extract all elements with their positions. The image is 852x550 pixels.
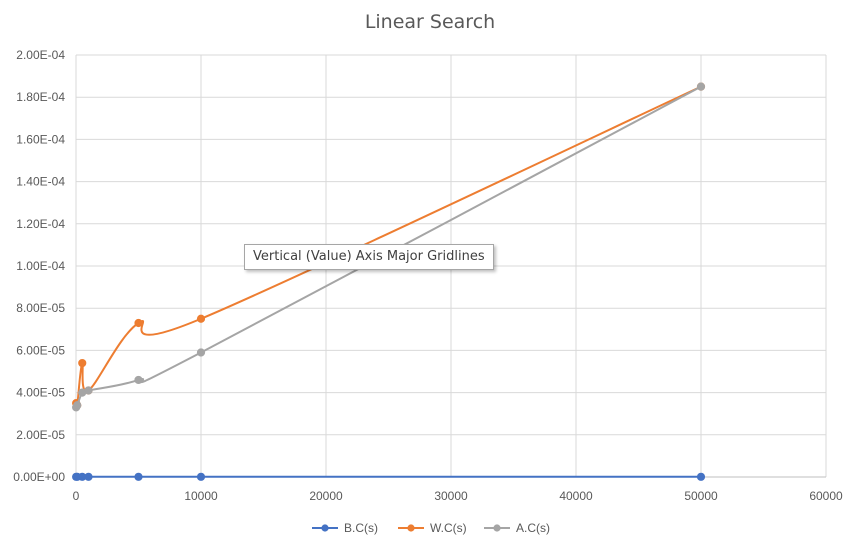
data-point bbox=[84, 386, 93, 395]
legend-label: A.C(s) bbox=[516, 521, 550, 535]
y-axis-ticks: 0.00E+00 2.00E-05 4.00E-05 6.00E-05 8.00E-05… bbox=[13, 48, 65, 484]
y-tick-label: 1.80E-04 bbox=[16, 90, 65, 104]
x-tick-label: 30000 bbox=[434, 489, 468, 503]
y-tick-label: 1.20E-04 bbox=[16, 217, 65, 231]
legend[interactable]: B.C(s) W.C(s) A.C(s) bbox=[312, 521, 550, 535]
chart-title: Linear Search bbox=[365, 11, 495, 33]
data-point bbox=[134, 472, 143, 481]
y-tick-label: 2.00E-05 bbox=[16, 428, 65, 442]
series-a-c-s- bbox=[72, 82, 706, 412]
legend-marker bbox=[407, 524, 415, 532]
legend-item[interactable]: B.C(s) bbox=[312, 521, 378, 535]
y-tick-label: 1.00E-04 bbox=[16, 259, 65, 273]
data-point bbox=[196, 472, 206, 481]
series-b-c-s- bbox=[72, 472, 706, 481]
data-point bbox=[134, 318, 143, 328]
data-point bbox=[134, 375, 143, 385]
data-point bbox=[78, 358, 87, 368]
series-layer bbox=[72, 82, 706, 481]
gridlines-tooltip: Vertical (Value) Axis Major Gridlines bbox=[244, 244, 494, 270]
data-point bbox=[73, 401, 82, 410]
legend-label: W.C(s) bbox=[430, 521, 467, 535]
x-tick-label: 50000 bbox=[684, 489, 718, 503]
y-tick-label: 1.40E-04 bbox=[16, 175, 65, 189]
y-tick-label: 0.00E+00 bbox=[13, 470, 65, 484]
legend-marker bbox=[493, 524, 501, 532]
x-tick-label: 40000 bbox=[559, 489, 593, 503]
data-point bbox=[196, 314, 206, 323]
x-tick-label: 60000 bbox=[809, 489, 843, 503]
legend-item[interactable]: W.C(s) bbox=[398, 521, 467, 535]
y-tick-label: 1.60E-04 bbox=[16, 132, 65, 146]
data-point bbox=[196, 348, 206, 357]
y-tick-label: 8.00E-05 bbox=[16, 301, 65, 315]
data-point bbox=[696, 82, 706, 91]
legend-marker bbox=[321, 524, 329, 532]
data-point bbox=[84, 472, 93, 481]
x-axis-ticks: 0 10000 20000 30000 40000 50000 60000 bbox=[73, 489, 843, 503]
y-tick-label: 2.00E-04 bbox=[16, 48, 65, 62]
y-tick-label: 6.00E-05 bbox=[16, 343, 65, 357]
legend-item[interactable]: A.C(s) bbox=[484, 521, 550, 535]
x-tick-label: 20000 bbox=[309, 489, 343, 503]
y-tick-label: 4.00E-05 bbox=[16, 386, 65, 400]
data-point bbox=[696, 472, 706, 481]
x-tick-label: 10000 bbox=[184, 489, 218, 503]
legend-label: B.C(s) bbox=[344, 521, 378, 535]
x-tick-label: 0 bbox=[73, 489, 80, 503]
